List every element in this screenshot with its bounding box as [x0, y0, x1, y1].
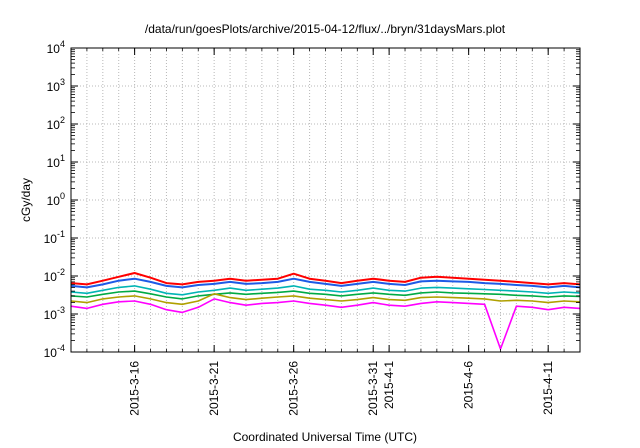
x-tick-label: 2015-3-21: [207, 361, 221, 416]
x-tick-label: 2015-3-16: [128, 361, 142, 416]
x-axis-title: Coordinated Universal Time (UTC): [233, 430, 417, 444]
y-tick-label: 100: [47, 191, 65, 208]
series-line-6: [70, 298, 581, 350]
series-line-3: [70, 285, 581, 296]
y-tick-exponent: 0: [60, 191, 65, 201]
y-tick-exponent: 2: [60, 115, 65, 125]
series-line-5: [70, 293, 581, 306]
chart-title: /data/run/goesPlots/archive/2015-04-12/f…: [145, 22, 506, 36]
y-tick-base: 10: [44, 308, 58, 322]
y-tick-base: 10: [44, 232, 58, 246]
y-tick-base: 10: [44, 346, 58, 360]
y-tick-exponent: -1: [57, 229, 65, 239]
x-tick-label: 2015-4-1: [382, 361, 396, 409]
y-tick-exponent: 1: [60, 153, 65, 163]
x-tick-label: 2015-3-31: [366, 361, 380, 416]
y-tick-exponent: 3: [60, 77, 65, 87]
series-line-4: [70, 290, 581, 300]
y-tick-exponent: -2: [57, 267, 65, 277]
grid: [71, 48, 580, 352]
y-tick-label: 10-1: [44, 229, 65, 246]
y-axis-title: cGy/day: [19, 178, 33, 222]
x-tick-label: 2015-4-6: [462, 361, 476, 409]
y-tick-label: 101: [47, 153, 65, 170]
y-tick-base: 10: [44, 270, 58, 284]
x-tick-label: 2015-4-11: [541, 361, 555, 415]
series-line-1: [70, 272, 581, 286]
x-tick-label: 2015-3-26: [287, 361, 301, 416]
y-tick-exponent: -4: [57, 343, 65, 353]
series-line-2: [70, 277, 581, 289]
y-tick-label: 102: [47, 115, 65, 132]
y-tick-exponent: -3: [57, 305, 65, 315]
y-tick-label: 104: [47, 39, 65, 56]
y-tick-label: 10-4: [44, 343, 65, 360]
y-tick-base: 10: [47, 156, 61, 170]
y-tick-base: 10: [47, 42, 61, 56]
plot-frame: [70, 47, 581, 353]
x-axis-ticks: 2015-3-16 2015-3-21 2015-3-26 2015-3-31 2015…: [86, 48, 565, 416]
y-tick-label: 10-2: [44, 267, 65, 284]
y-tick-label: 103: [47, 77, 65, 94]
y-tick-base: 10: [47, 194, 61, 208]
y-tick-base: 10: [47, 80, 61, 94]
y-tick-exponent: 4: [60, 39, 65, 49]
y-tick-label: 10-3: [44, 305, 65, 322]
series-group: [70, 272, 581, 350]
y-tick-base: 10: [47, 118, 61, 132]
